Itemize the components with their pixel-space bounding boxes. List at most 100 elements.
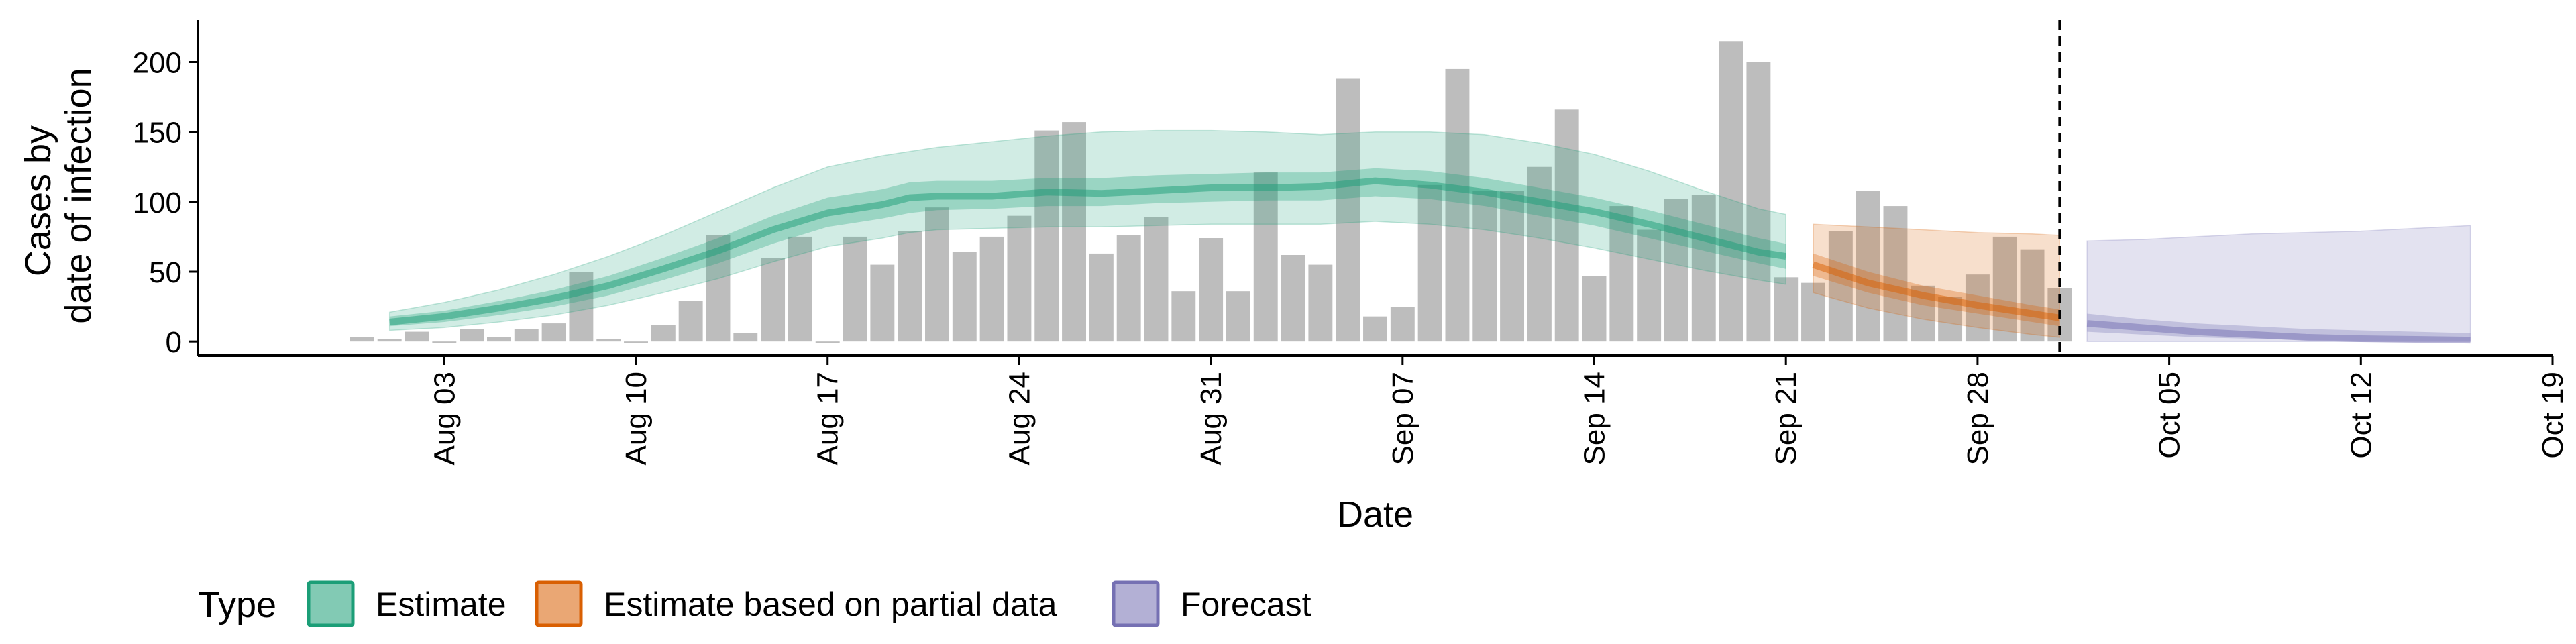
y-tick-label: 150 [133,117,182,150]
bar [1828,231,1853,342]
bar [1554,109,1579,342]
bar [815,341,840,343]
legend-label-estimate-based-on-partial-data: Estimate based on partial data [604,586,1057,623]
bar [486,337,511,342]
x-tick-label: Aug 24 [1003,372,1036,465]
bar [1883,206,1908,342]
bar [1089,253,1114,342]
bar [733,333,758,342]
estimate-inner-band [389,168,1786,327]
bar [1062,122,1087,342]
y-tick-label: 200 [133,47,182,80]
bar [1445,68,1470,342]
bar [843,236,867,342]
bar [460,329,484,342]
bar [624,341,648,343]
bar [596,339,621,342]
bar [1390,307,1415,342]
estimate-outer-band [388,129,1786,331]
y-tick-label: 100 [133,186,182,219]
bar [651,325,676,342]
legend-label-estimate: Estimate [376,586,506,623]
estimate-median-line [389,177,1786,325]
x-tick-label: Oct 12 [2345,372,2377,459]
bar [1308,264,1333,342]
bar [1226,291,1250,342]
bar [1992,236,2017,342]
bar [1856,191,1880,342]
bar [1801,282,1825,342]
bar [1116,235,1141,342]
x-tick-label: Sep 21 [1770,372,1803,465]
x-axis-label: Date [1337,494,1413,535]
x-tick-label: Aug 10 [620,372,653,465]
bar [1472,191,1497,342]
x-tick-label: Aug 03 [428,372,461,465]
bar [788,236,812,342]
x-tick-label: Oct 05 [2153,372,2186,459]
y-axis-label: Cases by date of infection [18,68,99,323]
bar [1527,166,1552,342]
x-tick-label: Sep 14 [1578,372,1611,465]
bar [1363,316,1387,342]
legend-key-estimate [307,580,355,627]
y-axis-ticks: 0 50 100 150 200 [133,47,198,359]
reported-cases-bars [350,41,2072,343]
bar [1774,277,1799,342]
legend-key-forecast [1112,580,1160,627]
bar [1500,191,1525,342]
bar [870,264,895,342]
bar [952,252,977,342]
bar [1582,276,1607,342]
bar [377,339,402,342]
y-tick-label: 50 [149,256,182,289]
bar [405,331,429,342]
y-axis-label-line-1: Cases by [18,125,58,276]
bar [925,207,949,342]
legend-key-estimate-based-on-partial-data [535,580,583,627]
bar [761,258,786,342]
bar [1336,78,1360,342]
x-tick-label: Sep 07 [1387,372,1419,465]
bar [1746,62,1771,342]
forecast-median-line [2086,320,2471,344]
legend: Type Estimate Estimate based on partial d… [198,580,1311,627]
bar [2020,249,2045,342]
bar [1719,41,1743,342]
x-tick-label: Sep 28 [1962,372,1994,465]
bar [1417,184,1442,342]
bar [432,341,457,343]
bar [1281,255,1305,342]
bar [350,337,374,342]
bar [1144,217,1169,342]
axes [197,20,2553,357]
forecast-inner-band [2087,313,2471,341]
x-axis-ticks: Aug 03 Aug 10 Aug 17 Aug 24 Aug 31 Sep 07 Sep … [428,356,2569,465]
y-axis-label-line-2: date of infection [58,68,99,323]
bar [569,272,594,342]
estimate-bands [388,129,2471,344]
bar [1609,206,1634,342]
bar [1034,130,1059,342]
y-tick-label: 0 [166,326,182,359]
x-tick-label: Oct 19 [2536,372,2569,459]
legend-label-forecast: Forecast [1181,586,1311,623]
estimate-based-on-partial-data-median-line [1812,261,2061,321]
bar [1664,199,1688,342]
bar [541,323,566,342]
bar [1253,172,1278,342]
legend-title: Type [198,585,276,625]
bar [514,329,539,342]
bar [1637,229,1662,342]
bar [898,231,922,342]
bar [979,236,1004,342]
bar [1171,291,1196,342]
bar [1199,238,1224,342]
x-tick-label: Aug 31 [1195,372,1228,465]
bar [1007,215,1032,342]
forecast-outer-band [2086,225,2471,342]
bar [1691,195,1716,342]
bar [678,301,703,342]
x-tick-label: Aug 17 [812,372,845,465]
